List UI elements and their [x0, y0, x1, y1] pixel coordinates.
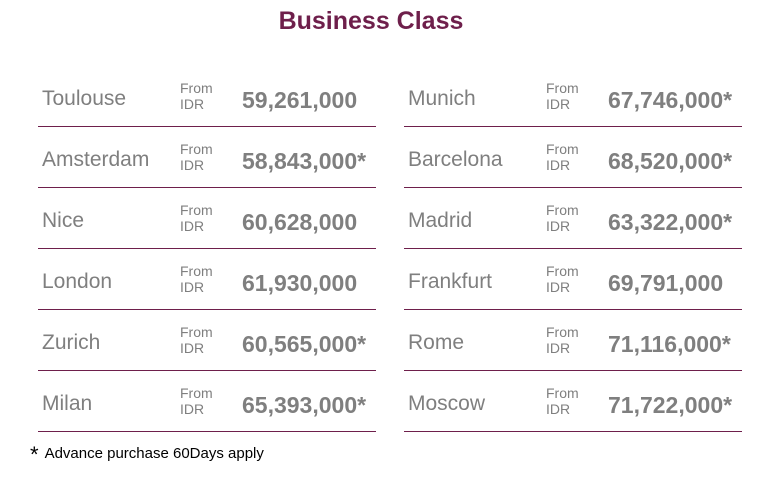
- currency-text: IDR: [546, 401, 571, 417]
- fare-row: Madrid From IDR 63,322,000*: [404, 195, 742, 249]
- city-name: London: [42, 270, 113, 293]
- fare-price: 60,565,000*: [242, 331, 367, 357]
- from-text: From: [546, 263, 579, 279]
- city-name: Zurich: [42, 331, 101, 354]
- currency-text: IDR: [546, 279, 571, 295]
- fare-price: 71,722,000*: [608, 392, 733, 418]
- from-text: From: [180, 141, 213, 157]
- from-text: From: [180, 80, 213, 96]
- currency-text: IDR: [546, 157, 571, 173]
- currency-text: IDR: [546, 96, 571, 112]
- page-title: Business Class: [278, 7, 464, 35]
- from-text: From: [546, 202, 579, 218]
- fare-column-right: Munich From IDR 67,746,000* Barcelona From IDR…: [404, 73, 742, 439]
- fare-price: 61,930,000: [242, 270, 358, 296]
- footnote-symbol: *: [30, 442, 39, 467]
- footnote: * Advance purchase 60Days apply: [30, 442, 264, 468]
- currency-text: IDR: [180, 96, 205, 112]
- fare-row: Amsterdam From IDR 58,843,000*: [38, 134, 376, 188]
- fare-price: 65,393,000*: [242, 392, 367, 418]
- from-text: From: [546, 324, 579, 340]
- from-label: From IDR: [546, 80, 579, 112]
- fare-row: Munich From IDR 67,746,000*: [404, 73, 742, 127]
- currency-text: IDR: [180, 157, 205, 173]
- from-label: From IDR: [546, 263, 579, 295]
- from-label: From IDR: [546, 324, 579, 356]
- city-name: Amsterdam: [42, 148, 150, 171]
- city-name: Moscow: [408, 392, 486, 415]
- city-name: Nice: [42, 209, 85, 232]
- from-text: From: [546, 385, 579, 401]
- from-label: From IDR: [546, 141, 579, 173]
- currency-text: IDR: [180, 340, 205, 356]
- fare-price: 69,791,000: [608, 270, 724, 296]
- fare-row: Milan From IDR 65,393,000*: [38, 378, 376, 432]
- city-name: Madrid: [408, 209, 473, 232]
- from-label: From IDR: [180, 202, 213, 234]
- city-name: Rome: [408, 331, 465, 354]
- fare-row: Rome From IDR 71,116,000*: [404, 317, 742, 371]
- footnote-text: Advance purchase 60Days apply: [44, 445, 264, 462]
- currency-text: IDR: [180, 218, 205, 234]
- fare-row: Frankfurt From IDR 69,791,000: [404, 256, 742, 310]
- fare-price: 68,520,000*: [608, 148, 733, 174]
- fare-price: 60,628,000: [242, 209, 358, 235]
- from-label: From IDR: [180, 385, 213, 417]
- from-label: From IDR: [180, 80, 213, 112]
- from-text: From: [180, 385, 213, 401]
- city-name: Frankfurt: [408, 270, 493, 293]
- city-name: Milan: [42, 392, 93, 415]
- fare-price: 59,261,000: [242, 87, 358, 113]
- currency-text: IDR: [546, 340, 571, 356]
- fare-row: Toulouse From IDR 59,261,000: [38, 73, 376, 127]
- fare-price: 58,843,000*: [242, 148, 367, 174]
- from-text: From: [180, 263, 213, 279]
- from-text: From: [180, 324, 213, 340]
- from-label: From IDR: [546, 202, 579, 234]
- fare-column-left: Toulouse From IDR 59,261,000 Amsterdam From ID…: [38, 73, 376, 439]
- fare-price: 63,322,000*: [608, 209, 733, 235]
- fare-price: 67,746,000*: [608, 87, 733, 113]
- from-label: From IDR: [180, 141, 213, 173]
- from-label: From IDR: [180, 324, 213, 356]
- fare-row: Zurich From IDR 60,565,000*: [38, 317, 376, 371]
- city-name: Munich: [408, 87, 476, 110]
- city-name: Toulouse: [42, 87, 127, 110]
- from-label: From IDR: [180, 263, 213, 295]
- fare-row: Moscow From IDR 71,722,000*: [404, 378, 742, 432]
- from-label: From IDR: [546, 385, 579, 417]
- currency-text: IDR: [546, 218, 571, 234]
- from-text: From: [546, 141, 579, 157]
- city-name: Barcelona: [408, 148, 503, 171]
- fare-row: London From IDR 61,930,000: [38, 256, 376, 310]
- fare-price: 71,116,000*: [608, 331, 731, 357]
- currency-text: IDR: [180, 279, 205, 295]
- fare-row: Barcelona From IDR 68,520,000*: [404, 134, 742, 188]
- from-text: From: [546, 80, 579, 96]
- fare-row: Nice From IDR 60,628,000: [38, 195, 376, 249]
- from-text: From: [180, 202, 213, 218]
- currency-text: IDR: [180, 401, 205, 417]
